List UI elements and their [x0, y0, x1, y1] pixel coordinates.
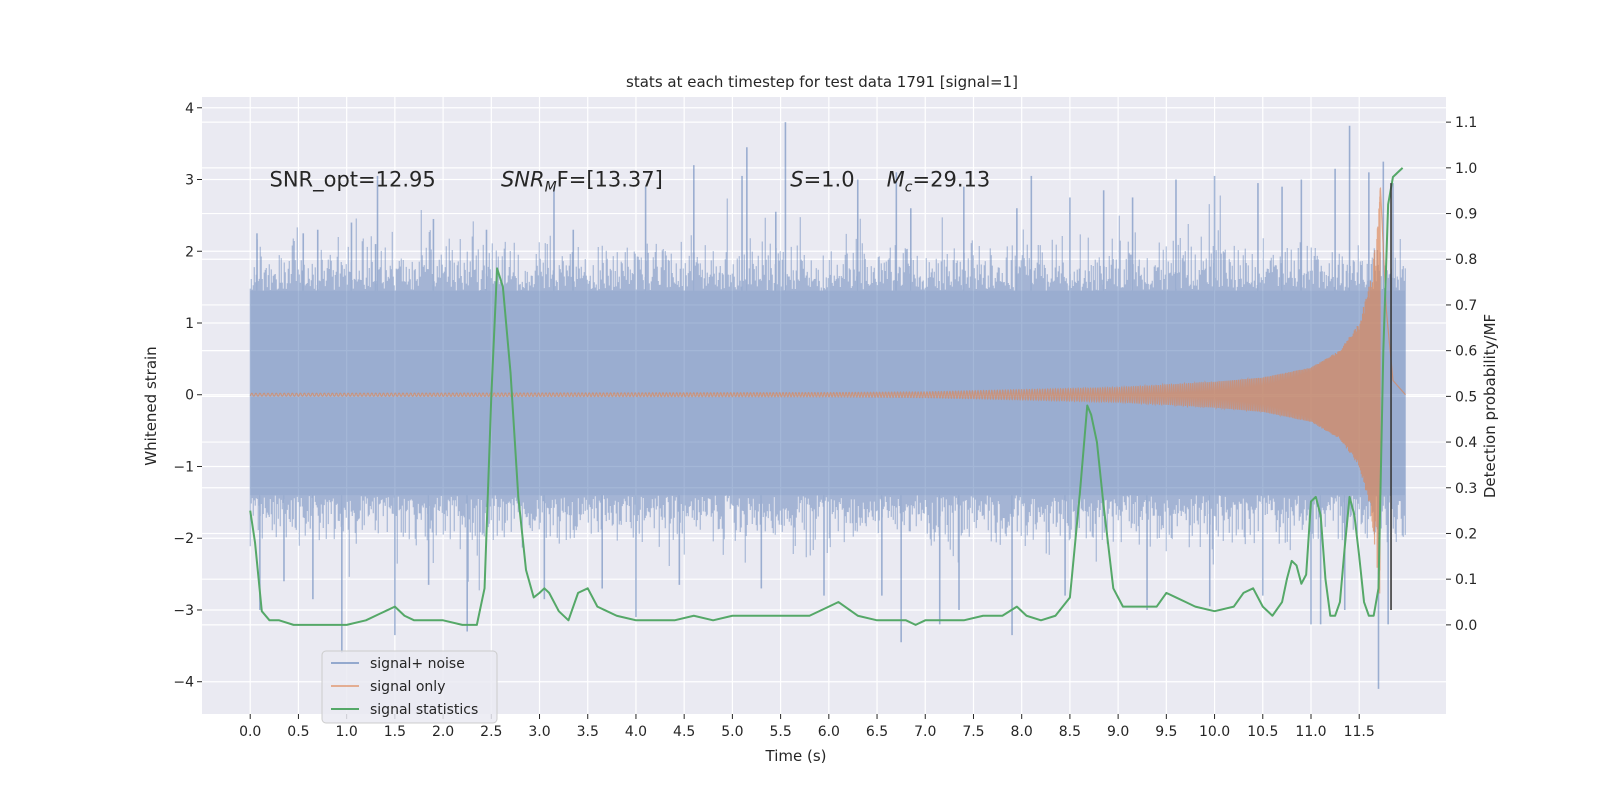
annotation-text: SNRMF=[13.37]: [501, 168, 663, 196]
x-tick-label: 7.5: [962, 724, 984, 740]
x-tick-label: 3.5: [577, 724, 599, 740]
x-tick-label: 8.0: [1011, 724, 1033, 740]
annotation-text: SNR_opt=12.95: [270, 168, 436, 193]
x-axis-label: Time (s): [765, 747, 827, 765]
left-y-tick-label: 1: [185, 316, 194, 332]
left-y-tick-label: −4: [173, 675, 194, 691]
signal-only-line: [249, 187, 1406, 594]
x-tick-label: 6.0: [818, 724, 840, 740]
x-tick-label: 2.0: [432, 724, 454, 740]
legend: signal+ noise signal only signal statist…: [321, 650, 498, 724]
x-tick-label: 0.5: [287, 724, 309, 740]
x-tick-label: 11.0: [1295, 724, 1326, 740]
x-tick-label: 9.0: [1107, 724, 1129, 740]
left-y-tick-label: 3: [185, 173, 194, 189]
left-y-tick-label: 2: [185, 244, 194, 260]
x-axis-ticks: 0.0 0.5 1.0 1.5 2.0 2.5 3.0 3.5 4.0 4.5 5.0 5.5 6.0 6…: [239, 714, 1375, 740]
left-y-axis-label: Whitened strain: [142, 346, 160, 465]
x-tick-label: 0.0: [239, 724, 261, 740]
signal-only-series: [249, 187, 1406, 594]
annotation-text: S=1.0: [790, 168, 854, 192]
right-y-tick-label: 0.4: [1455, 435, 1477, 451]
legend-box: [321, 650, 498, 724]
right-y-tick-label: 0.1: [1455, 572, 1477, 588]
x-tick-label: 7.0: [914, 724, 936, 740]
left-y-tick-label: −3: [173, 603, 194, 619]
x-tick-label: 10.0: [1199, 724, 1230, 740]
chart-title: stats at each timestep for test data 179…: [626, 73, 1018, 91]
left-y-tick-label: −1: [173, 459, 194, 475]
series-layer: [249, 122, 1406, 689]
right-y-tick-label: 0.2: [1455, 526, 1477, 542]
right-y-tick-label: 1.0: [1455, 161, 1477, 177]
signal-statistics-series: [249, 167, 1404, 626]
left-y-tick-label: −2: [173, 531, 194, 547]
legend-entry-signal-noise: signal+ noise: [370, 656, 465, 672]
right-y-tick-label: 1.1: [1455, 115, 1477, 131]
left-y-tick-label: 4: [185, 101, 194, 117]
x-tick-label: 1.0: [336, 724, 358, 740]
x-tick-label: 4.5: [673, 724, 695, 740]
x-tick-label: 9.5: [1155, 724, 1177, 740]
x-tick-label: 4.0: [625, 724, 647, 740]
x-tick-label: 2.5: [480, 724, 502, 740]
right-y-tick-label: 0.0: [1455, 618, 1477, 634]
legend-entry-signal-only: signal only: [370, 679, 445, 695]
right-y-tick-label: 0.6: [1455, 344, 1477, 360]
x-tick-label: 5.0: [721, 724, 743, 740]
x-tick-label: 8.5: [1059, 724, 1081, 740]
x-tick-label: 10.5: [1247, 724, 1278, 740]
left-y-axis-ticks: −4 −3 −2 −1 0 1 2 3 4: [173, 101, 202, 691]
right-y-tick-label: 0.9: [1455, 207, 1477, 223]
right-y-tick-label: 0.8: [1455, 252, 1477, 268]
x-tick-label: 1.5: [384, 724, 406, 740]
right-y-axis-ticks: 0.0 0.1 0.2 0.3 0.4 0.5 0.6 0.7 0.8 0.9 1.0 1.1: [1446, 115, 1477, 634]
x-tick-label: 6.5: [866, 724, 888, 740]
annotations: SNR_opt=12.95 SNRMF=[13.37] S=1.0 Mc=29.13: [270, 168, 991, 196]
right-y-tick-label: 0.5: [1455, 389, 1477, 405]
right-y-tick-label: 0.3: [1455, 481, 1477, 497]
legend-entry-signal-statistics: signal statistics: [370, 702, 478, 718]
x-tick-label: 11.5: [1344, 724, 1375, 740]
right-y-axis-label: Detection probability/MF: [1481, 314, 1499, 498]
right-y-tick-label: 0.7: [1455, 298, 1477, 314]
x-tick-label: 3.0: [528, 724, 550, 740]
annotation-text: Mc=29.13: [887, 168, 991, 196]
left-y-tick-label: 0: [185, 388, 194, 404]
x-tick-label: 5.5: [769, 724, 791, 740]
